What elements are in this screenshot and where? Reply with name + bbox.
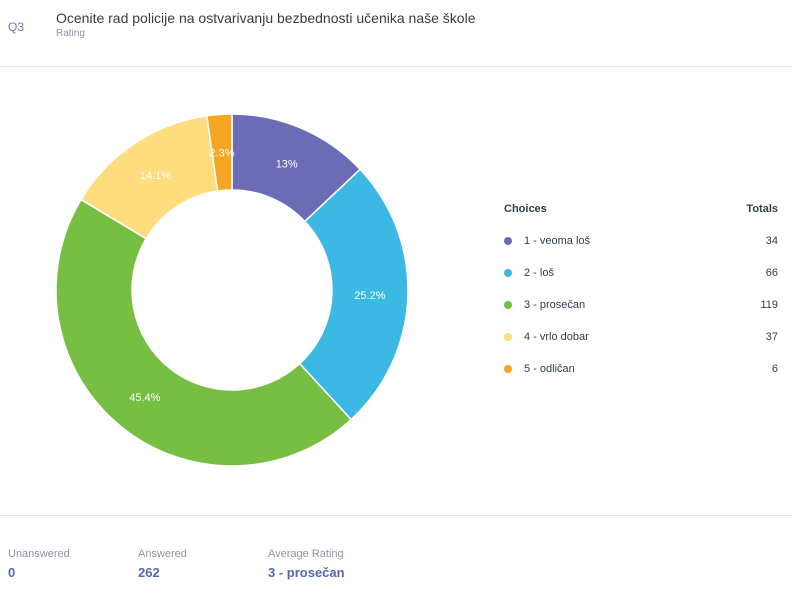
- answered-value: 262: [138, 565, 160, 580]
- legend-color-dot: [504, 301, 512, 309]
- legend-color-dot: [504, 269, 512, 277]
- unanswered-value: 0: [8, 565, 16, 580]
- average-rating-label: Average Rating: [268, 548, 344, 560]
- answered-label: Answered: [138, 548, 187, 560]
- legend-row-2-lo[interactable]: 2 - loš 66: [504, 257, 778, 289]
- legend-total-value: 119: [760, 299, 778, 311]
- question-number: Q3: [8, 20, 25, 34]
- legend-color-dot: [504, 365, 512, 373]
- donut-slice-3-prose-an[interactable]: [55, 198, 353, 467]
- totals-header: Totals: [746, 203, 778, 215]
- legend-color-dot: [504, 237, 512, 245]
- choices-header: Choices: [504, 203, 547, 215]
- slice-percent-label: 25.2%: [354, 290, 385, 302]
- slice-percent-label: 14.1%: [140, 170, 171, 182]
- chart-legend: Choices Totals 1 - veoma loš 34 2 - loš 66 3…: [504, 203, 778, 385]
- legend-total-value: 6: [771, 363, 778, 375]
- legend-rows: 1 - veoma loš 34 2 - loš 66 3 - prosečan 119 4…: [504, 225, 778, 385]
- legend-choice-label: 3 - prosečan: [524, 299, 586, 311]
- legend-total-value: 34: [765, 235, 778, 247]
- answered-stat: Answered 262: [138, 548, 187, 580]
- legend-color-dot: [504, 333, 512, 341]
- legend-row-3-prose-an[interactable]: 3 - prosečan 119: [504, 289, 778, 321]
- average-rating-value: 3 - prosečan: [268, 565, 345, 580]
- slice-percent-label: 13%: [276, 158, 298, 170]
- legend-choice-label: 5 - odličan: [524, 363, 575, 375]
- slice-percent-label: 45.4%: [129, 392, 160, 404]
- average-rating-stat: Average Rating 3 - prosečan: [268, 548, 345, 580]
- question-title: Ocenite rad policije na ostvarivanju bez…: [56, 10, 476, 26]
- legend-total-value: 66: [765, 267, 778, 279]
- legend-choice-label: 2 - loš: [524, 267, 554, 279]
- legend-total-value: 37: [765, 331, 778, 343]
- donut-slice-5-odli-an[interactable]: [205, 113, 233, 192]
- divider: [0, 66, 792, 67]
- legend-choice-label: 4 - vrlo dobar: [524, 331, 589, 343]
- donut-slice-2-lo[interactable]: [298, 168, 409, 421]
- legend-header: Choices Totals: [504, 203, 778, 219]
- donut-chart: 13% 25.2% 45.4% 14.1% 2.3%: [55, 113, 409, 467]
- legend-choice-label: 1 - veoma loš: [524, 235, 591, 247]
- question-type: Rating: [56, 28, 85, 39]
- divider: [0, 515, 792, 516]
- legend-row-5-odli-an[interactable]: 5 - odličan 6: [504, 353, 778, 385]
- legend-row-4-vrlo-dobar[interactable]: 4 - vrlo dobar 37: [504, 321, 778, 353]
- slice-percent-label: 2.3%: [210, 147, 235, 159]
- unanswered-stat: Unanswered 0: [8, 548, 70, 580]
- unanswered-label: Unanswered: [8, 548, 70, 560]
- legend-row-1-veoma-lo[interactable]: 1 - veoma loš 34: [504, 225, 778, 257]
